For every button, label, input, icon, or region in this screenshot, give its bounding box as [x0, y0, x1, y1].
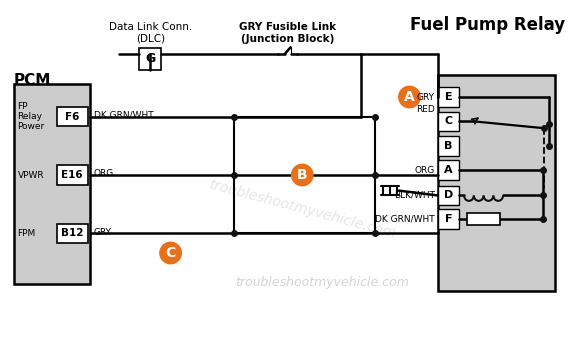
Bar [56, 165, 88, 185]
Text: E: E [445, 92, 452, 102]
Text: GRY: GRY [417, 92, 435, 102]
Bar [56, 107, 88, 126]
Text: E16: E16 [61, 170, 83, 180]
Text: PCM: PCM [14, 73, 51, 88]
Bar [438, 75, 554, 291]
Text: D: D [444, 190, 453, 201]
Text: F: F [445, 214, 452, 224]
Text: C: C [165, 246, 176, 260]
Bar [438, 186, 459, 205]
Circle shape [292, 164, 313, 186]
Text: Data Link Conn.
(DLC): Data Link Conn. (DLC) [110, 22, 193, 43]
Circle shape [399, 86, 420, 108]
Text: C: C [444, 117, 452, 126]
Text: A: A [444, 165, 453, 175]
Text: Fuel Pump Relay: Fuel Pump Relay [410, 16, 565, 34]
Text: RED: RED [416, 105, 435, 114]
Circle shape [160, 242, 182, 264]
Bar [438, 160, 459, 180]
Text: DK GRN/WHT: DK GRN/WHT [375, 214, 435, 223]
Text: FP
Relay
Power: FP Relay Power [17, 102, 45, 131]
Text: troubleshootmyvehicle.com: troubleshootmyvehicle.com [207, 177, 397, 241]
Bar [56, 224, 88, 243]
Text: B: B [444, 141, 452, 151]
Text: FPM: FPM [17, 229, 36, 238]
Text: DK GRN/WHT: DK GRN/WHT [93, 111, 153, 120]
Text: F6: F6 [65, 112, 79, 121]
Text: GRY Fusible Link
(Junction Block): GRY Fusible Link (Junction Block) [239, 22, 336, 43]
Bar [438, 209, 459, 229]
Text: BLK/WHT: BLK/WHT [394, 191, 435, 200]
Text: B: B [297, 168, 307, 182]
Bar [14, 84, 90, 284]
Text: ORG: ORG [415, 166, 435, 175]
Bar [438, 87, 459, 107]
Bar [467, 213, 500, 225]
Text: G: G [145, 52, 155, 65]
Bar [139, 48, 161, 70]
Bar [438, 112, 459, 131]
Text: A: A [404, 90, 415, 104]
Text: GRY: GRY [93, 228, 111, 237]
Text: B12: B12 [61, 229, 84, 238]
Text: ORG: ORG [93, 169, 114, 178]
Text: troubleshootmyvehicle.com: troubleshootmyvehicle.com [235, 276, 409, 289]
Bar [438, 136, 459, 155]
Text: VPWR: VPWR [17, 170, 44, 180]
